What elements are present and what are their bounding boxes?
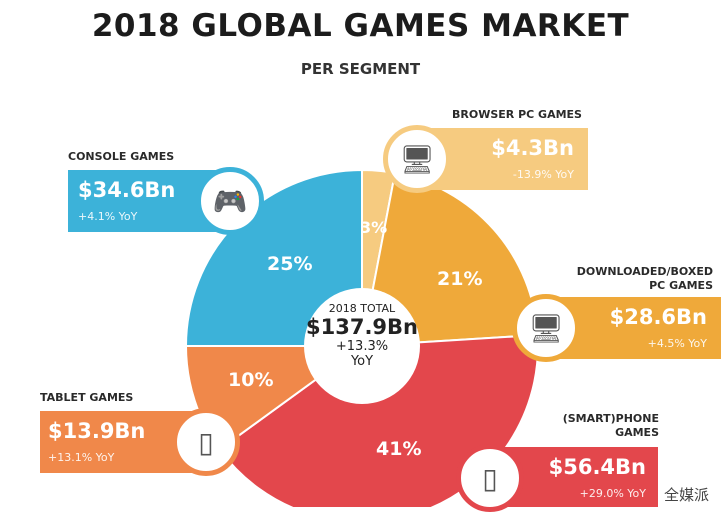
phone-label-line2: GAMES: [615, 426, 659, 439]
downloaded-value: $28.6Bn: [609, 305, 707, 329]
console-value: $34.6Bn: [78, 178, 176, 202]
tablet-icon: ▯: [172, 408, 240, 476]
tablet-value: $13.9Bn: [48, 419, 146, 443]
downloaded-yoy: +4.5% YoY: [647, 337, 707, 350]
gamepad-icon: 🎮: [196, 167, 264, 235]
total-label: 2018 TOTAL: [328, 302, 396, 315]
share-label-browser: 3%: [360, 218, 388, 237]
chart-title: 2018 GLOBAL GAMES MARKET: [91, 8, 630, 44]
tablet-yoy: +13.1% YoY: [48, 451, 115, 464]
downloaded-label-line2: PC GAMES: [649, 279, 713, 292]
total-center: 2018 TOTAL $137.9Bn +13.3% YoY: [304, 288, 420, 404]
chart-subtitle: PER SEGMENT: [300, 60, 421, 78]
computer-user-icon: 🖥: [512, 294, 580, 362]
watermark: 全媒派: [664, 486, 710, 504]
downloaded-label-line1: DOWNLOADED/BOXED: [576, 265, 713, 278]
total-growth: +13.3%: [335, 339, 389, 354]
downloaded-label: DOWNLOADED/BOXED PC GAMES: [577, 265, 713, 293]
console-yoy: +4.1% YoY: [78, 210, 138, 223]
total-growth-unit: YoY: [350, 354, 374, 369]
phone-label-line1: (SMART)PHONE: [562, 412, 659, 425]
phone-label: (SMART)PHONE GAMES: [563, 412, 659, 440]
desktop-computer-icon: 🖥: [383, 125, 451, 193]
browser-label: BROWSER PC GAMES: [452, 108, 582, 121]
share-label-phone: 41%: [376, 438, 422, 460]
share-label-tablet: 10%: [228, 369, 274, 391]
phone-yoy: +29.0% YoY: [579, 487, 646, 500]
console-label: CONSOLE GAMES: [68, 150, 175, 163]
total-value: $137.9Bn: [306, 315, 418, 339]
smartphone-icon: ▯: [456, 444, 524, 512]
downloaded-box: $28.6Bn +4.5% YoY: [548, 297, 721, 359]
browser-value: $4.3Bn: [491, 136, 574, 160]
share-label-console: 25%: [267, 253, 313, 275]
browser-yoy: -13.9% YoY: [512, 168, 574, 181]
phone-value: $56.4Bn: [548, 455, 646, 479]
share-label-downloaded: 21%: [437, 268, 483, 290]
tablet-label: TABLET GAMES: [40, 391, 134, 404]
